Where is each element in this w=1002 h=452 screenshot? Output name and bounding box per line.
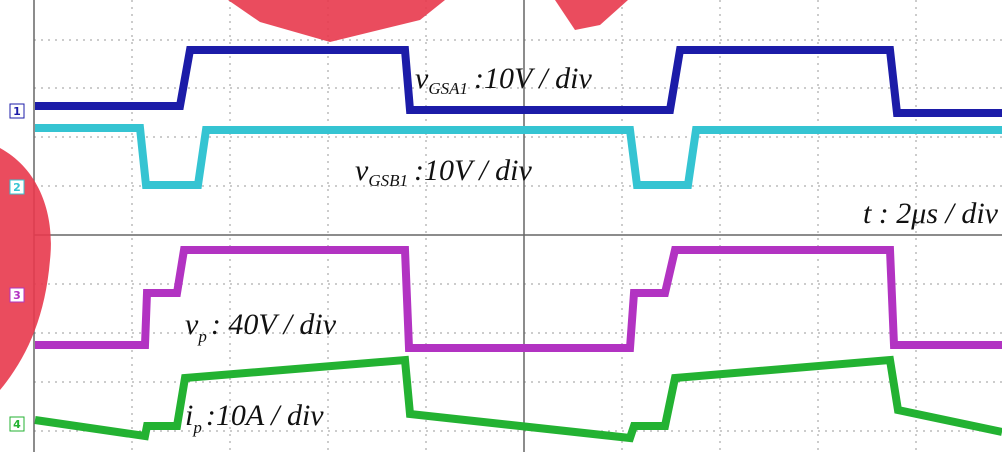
symbol: v bbox=[185, 308, 199, 341]
scope-screen: 1 2 3 4 vGSA1:10V / div vGSB1:10V / div … bbox=[0, 0, 1002, 452]
time-scale: t : 2μs / div bbox=[863, 197, 999, 230]
symbol: v bbox=[355, 154, 369, 187]
channel-marker: 3 bbox=[13, 289, 21, 302]
scale: :10A / div bbox=[206, 399, 324, 432]
channel-marker: 4 bbox=[13, 418, 21, 431]
scale: : 40V / div bbox=[211, 308, 337, 341]
channel-label: ip:10A / div bbox=[185, 399, 324, 437]
subscript: p bbox=[192, 418, 202, 437]
symbol: v bbox=[415, 62, 429, 95]
channel-marker: 1 bbox=[13, 105, 21, 118]
scale: :10V / div bbox=[474, 62, 592, 95]
subscript: GSA1 bbox=[428, 79, 468, 98]
subscript: GSB1 bbox=[368, 171, 408, 190]
subscript: p bbox=[197, 327, 207, 346]
channel-marker: 2 bbox=[13, 181, 21, 194]
scale: :10V / div bbox=[414, 154, 532, 187]
symbol: i bbox=[185, 399, 193, 432]
